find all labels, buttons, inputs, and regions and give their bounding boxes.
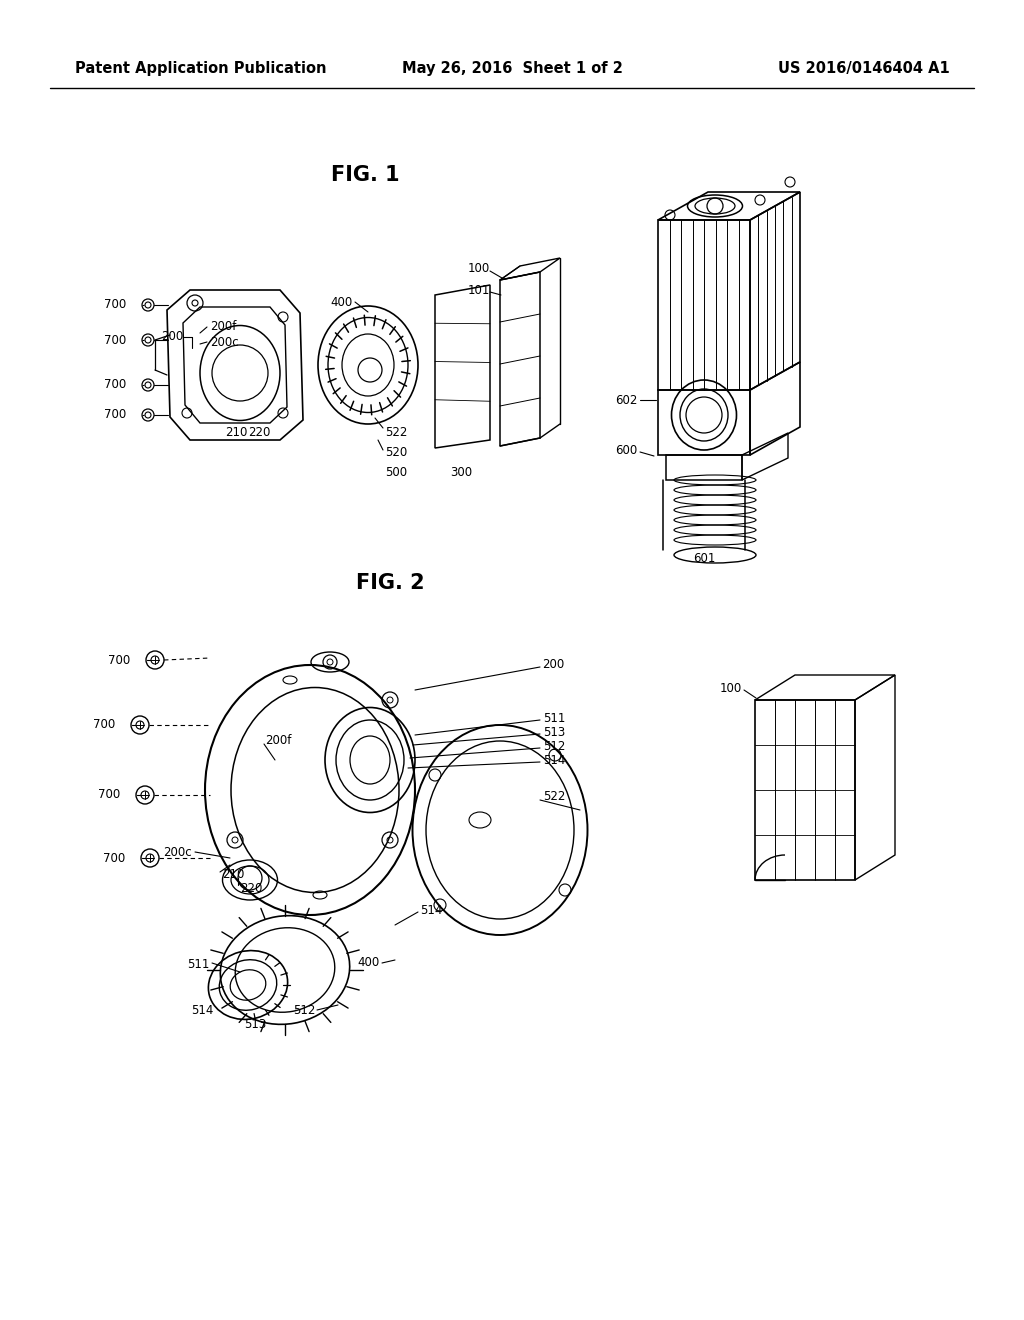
Text: 210: 210	[225, 425, 248, 438]
Text: 514: 514	[543, 754, 565, 767]
Text: 513: 513	[543, 726, 565, 738]
Text: 700: 700	[102, 851, 125, 865]
Text: 400: 400	[357, 957, 380, 969]
Text: 200c: 200c	[210, 335, 239, 348]
Text: 220: 220	[240, 882, 262, 895]
Text: 200f: 200f	[265, 734, 292, 747]
Text: 200: 200	[542, 659, 564, 672]
Text: 200c: 200c	[164, 846, 193, 858]
Text: FIG. 2: FIG. 2	[355, 573, 424, 593]
Text: 700: 700	[103, 408, 126, 421]
Text: 200f: 200f	[210, 321, 237, 334]
Text: 700: 700	[103, 298, 126, 312]
Text: 602: 602	[614, 393, 637, 407]
Text: 100: 100	[468, 261, 490, 275]
Text: Patent Application Publication: Patent Application Publication	[75, 61, 327, 75]
Text: May 26, 2016  Sheet 1 of 2: May 26, 2016 Sheet 1 of 2	[401, 61, 623, 75]
Text: 700: 700	[108, 653, 130, 667]
Text: 511: 511	[187, 958, 210, 972]
Text: 200: 200	[161, 330, 183, 343]
Text: 400: 400	[331, 296, 353, 309]
Text: 700: 700	[97, 788, 120, 801]
Text: 100: 100	[720, 681, 742, 694]
Text: 522: 522	[543, 791, 565, 804]
Text: 500: 500	[385, 466, 408, 479]
Text: 700: 700	[103, 379, 126, 392]
Text: 700: 700	[103, 334, 126, 346]
Text: 300: 300	[450, 466, 472, 479]
Text: 700: 700	[93, 718, 115, 731]
Text: 513: 513	[244, 1019, 266, 1031]
Text: 514: 514	[190, 1003, 213, 1016]
Text: 600: 600	[614, 444, 637, 457]
Text: 522: 522	[385, 425, 408, 438]
Text: 101: 101	[468, 284, 490, 297]
Text: 601: 601	[693, 552, 715, 565]
Text: US 2016/0146404 A1: US 2016/0146404 A1	[778, 61, 950, 75]
Text: 512: 512	[293, 1003, 315, 1016]
Text: 520: 520	[385, 446, 408, 458]
Text: 512: 512	[543, 739, 565, 752]
Text: 220: 220	[248, 425, 270, 438]
Text: 511: 511	[543, 711, 565, 725]
Text: 210: 210	[222, 869, 245, 882]
Text: FIG. 1: FIG. 1	[331, 165, 399, 185]
Text: 514: 514	[420, 903, 442, 916]
